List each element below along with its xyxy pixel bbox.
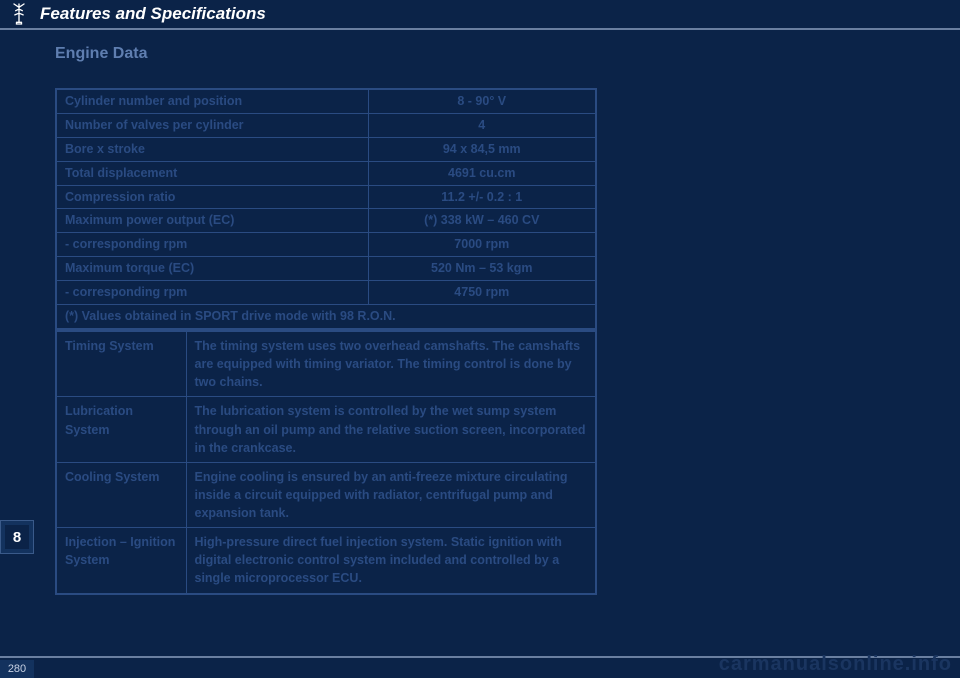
spec-value: (*) 338 kW – 460 CV xyxy=(368,209,596,233)
system-description: High-pressure direct fuel injection syst… xyxy=(186,528,596,594)
system-label: Injection – Ignition System xyxy=(56,528,186,594)
system-description: The timing system uses two overhead cams… xyxy=(186,331,596,397)
spec-footnote: (*) Values obtained in SPORT drive mode … xyxy=(56,304,596,328)
table-row: Compression ratio11.2 +/- 0.2 : 1 xyxy=(56,185,596,209)
chapter-number: 8 xyxy=(5,525,29,549)
page-subtitle: Engine Data xyxy=(55,45,147,63)
table-row: - corresponding rpm4750 rpm xyxy=(56,281,596,305)
engine-systems-table: Timing SystemThe timing system uses two … xyxy=(55,330,597,595)
spec-value: 4 xyxy=(368,113,596,137)
table-row: Number of valves per cylinder4 xyxy=(56,113,596,137)
spec-label: Total displacement xyxy=(56,161,368,185)
spec-label: Compression ratio xyxy=(56,185,368,209)
table-row: Maximum torque (EC)520 Nm – 53 kgm xyxy=(56,257,596,281)
spec-value: 11.2 +/- 0.2 : 1 xyxy=(368,185,596,209)
spec-label: Maximum torque (EC) xyxy=(56,257,368,281)
system-description: The lubrication system is controlled by … xyxy=(186,397,596,462)
spec-label: - corresponding rpm xyxy=(56,281,368,305)
system-label: Cooling System xyxy=(56,462,186,527)
spec-label: Bore x stroke xyxy=(56,137,368,161)
spec-label: - corresponding rpm xyxy=(56,233,368,257)
spec-label: Number of valves per cylinder xyxy=(56,113,368,137)
spec-value: 7000 rpm xyxy=(368,233,596,257)
table-row: Total displacement4691 cu.cm xyxy=(56,161,596,185)
page-number: 280 xyxy=(0,660,34,678)
engine-specs-table: Cylinder number and position8 - 90° VNum… xyxy=(55,88,597,330)
table-row: Bore x stroke94 x 84,5 mm xyxy=(56,137,596,161)
table-row: Injection – Ignition SystemHigh-pressure… xyxy=(56,528,596,594)
system-description: Engine cooling is ensured by an anti-fre… xyxy=(186,462,596,527)
spec-value: 94 x 84,5 mm xyxy=(368,137,596,161)
spec-label: Maximum power output (EC) xyxy=(56,209,368,233)
spec-value: 8 - 90° V xyxy=(368,89,596,113)
table-row: Lubrication SystemThe lubrication system… xyxy=(56,397,596,462)
spec-value: 4691 cu.cm xyxy=(368,161,596,185)
section-title: Features and Specifications xyxy=(40,4,266,24)
chapter-tab: 8 xyxy=(0,520,34,554)
table-row: Maximum power output (EC)(*) 338 kW – 46… xyxy=(56,209,596,233)
table-row: Cooling SystemEngine cooling is ensured … xyxy=(56,462,596,527)
header-bar: Features and Specifications xyxy=(0,0,960,30)
spec-label: Cylinder number and position xyxy=(56,89,368,113)
table-row: - corresponding rpm7000 rpm xyxy=(56,233,596,257)
table-row: Cylinder number and position8 - 90° V xyxy=(56,89,596,113)
spec-value: 520 Nm – 53 kgm xyxy=(368,257,596,281)
system-label: Lubrication System xyxy=(56,397,186,462)
table-row: (*) Values obtained in SPORT drive mode … xyxy=(56,304,596,328)
maserati-trident-icon xyxy=(8,1,30,27)
spec-value: 4750 rpm xyxy=(368,281,596,305)
table-row: Timing SystemThe timing system uses two … xyxy=(56,331,596,397)
watermark: carmanualsonline.info xyxy=(719,653,952,676)
system-label: Timing System xyxy=(56,331,186,397)
